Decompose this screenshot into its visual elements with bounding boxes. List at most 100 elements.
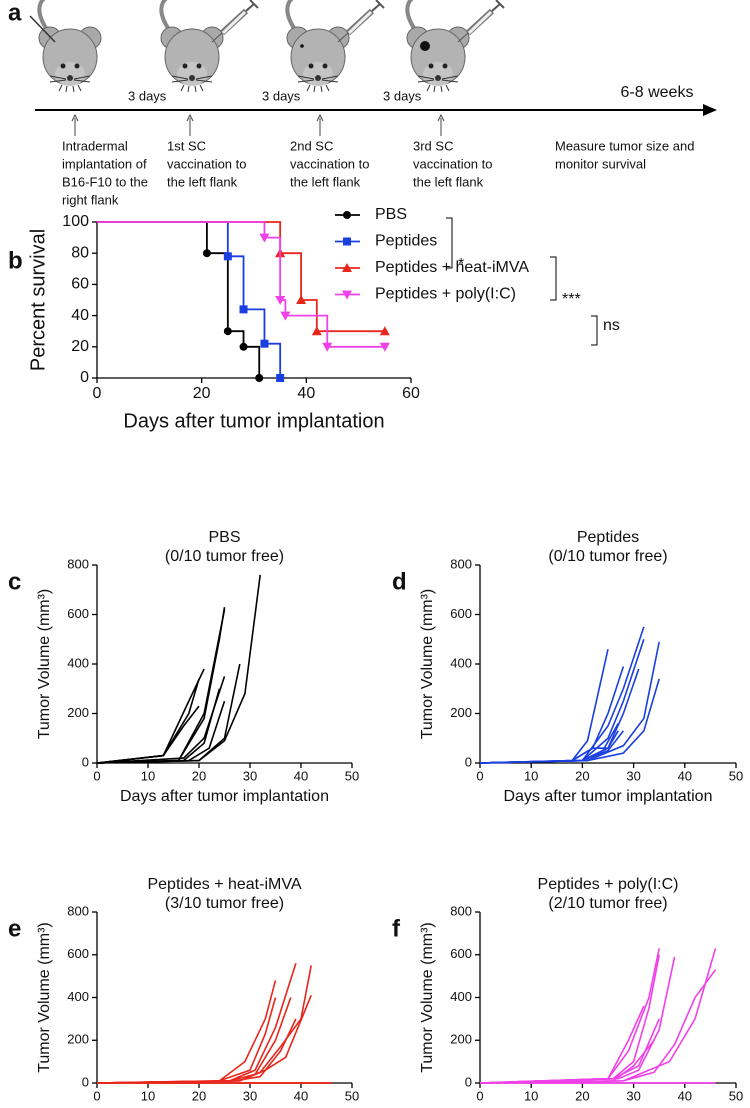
- syringe: [212, 0, 258, 42]
- bracket: [591, 315, 598, 346]
- y-axis-label: Tumor Volume (mm³): [36, 922, 53, 1073]
- legend-label: Peptides + poly(I:C): [375, 286, 516, 303]
- x-axis-label: Days after tumor implantation: [504, 788, 713, 805]
- x-axis-label: Days after tumor implantation: [123, 410, 384, 432]
- x-tick-label: 50: [345, 768, 359, 783]
- series-line: [97, 221, 261, 378]
- marker: [275, 296, 286, 305]
- x-tick-label: 10: [141, 768, 155, 783]
- x-tick-label: 40: [294, 768, 308, 783]
- step-label: the left flank: [290, 174, 361, 189]
- series-line: [96, 688, 221, 764]
- legend-marker: [342, 263, 352, 272]
- syringe: [458, 0, 504, 42]
- chart-subtitle: (2/10 tumor free): [548, 895, 667, 912]
- y-tick-label: 800: [450, 556, 472, 571]
- y-tick-label: 800: [450, 903, 472, 918]
- chart-title: Peptides: [577, 529, 639, 546]
- marker: [260, 339, 269, 348]
- marker: [296, 295, 307, 304]
- y-axis-label: Tumor Volume (mm³): [36, 589, 53, 740]
- x-tick-label: 0: [476, 1088, 483, 1103]
- bracket: [550, 256, 557, 301]
- y-tick-label: 0: [82, 1074, 89, 1089]
- x-tick-label: 40: [294, 1088, 308, 1103]
- step-label: 1st SC: [167, 138, 206, 153]
- x-tick-label: 0: [476, 768, 483, 783]
- marker: [259, 233, 270, 243]
- y-tick-label: 800: [67, 903, 89, 918]
- panel-letter: c: [8, 568, 21, 595]
- x-tick-label: 10: [141, 1088, 155, 1103]
- x-tick-label: 50: [729, 768, 743, 783]
- series-line: [479, 1039, 655, 1084]
- series-line: [96, 700, 226, 764]
- pointer-head: [71, 113, 79, 122]
- marker: [223, 252, 232, 261]
- chart-title: Peptides + heat-iMVA: [147, 876, 301, 893]
- significance: ***: [562, 291, 581, 308]
- x-tick-label: 10: [524, 768, 538, 783]
- mouse: [405, 0, 471, 94]
- x-tick-label: 20: [192, 768, 206, 783]
- legend-label: Peptides: [375, 233, 437, 250]
- y-tick-label: 60: [71, 276, 89, 293]
- series-line: [96, 705, 200, 764]
- series-line: [479, 948, 717, 1084]
- x-tick-label: 50: [729, 1088, 743, 1103]
- step-label: Measure tumor size and: [555, 138, 694, 153]
- y-tick-label: 400: [67, 989, 89, 1004]
- panel-letter: e: [8, 915, 21, 942]
- pointer-head: [186, 113, 194, 122]
- interval: 3 days: [383, 88, 422, 103]
- marker: [239, 305, 248, 314]
- tumor: [300, 44, 304, 48]
- tumor: [420, 41, 430, 51]
- marker: [223, 327, 232, 336]
- series-line: [479, 678, 660, 764]
- y-tick-label: 0: [465, 1074, 472, 1089]
- series-line: [96, 965, 312, 1084]
- arrow-head: [703, 104, 717, 116]
- step-label: monitor survival: [555, 156, 646, 171]
- step-label: the left flank: [413, 174, 484, 189]
- marker: [239, 342, 248, 351]
- series-line: [479, 956, 676, 1084]
- x-tick-label: 0: [93, 385, 102, 402]
- y-tick-label: 40: [71, 307, 89, 324]
- series-line: [96, 995, 312, 1084]
- bracket: [446, 217, 453, 269]
- step-label: B16-F10 to the: [62, 174, 148, 189]
- y-tick-label: 200: [67, 705, 89, 720]
- panel-letter: d: [392, 568, 407, 595]
- y-tick-label: 400: [67, 655, 89, 670]
- needle: [29, 15, 56, 43]
- chart-subtitle: (0/10 tumor free): [165, 548, 284, 565]
- step-label: right flank: [62, 192, 119, 207]
- legend-marker: [342, 290, 352, 300]
- y-tick-label: 200: [450, 705, 472, 720]
- significance: ns: [603, 317, 620, 334]
- y-tick-label: 0: [80, 369, 89, 386]
- x-tick-label: 30: [243, 1088, 257, 1103]
- series-line: [479, 648, 609, 764]
- y-tick-label: 600: [67, 606, 89, 621]
- x-tick-label: 0: [93, 768, 100, 783]
- y-tick-label: 400: [450, 655, 472, 670]
- series-line: [479, 638, 645, 764]
- y-tick-label: 600: [450, 606, 472, 621]
- series-line: [479, 969, 717, 1084]
- x-tick-label: 30: [243, 768, 257, 783]
- legend-marker: [343, 211, 351, 219]
- series-line: [96, 980, 277, 1084]
- interval: 3 days: [262, 88, 301, 103]
- series-line: [479, 954, 660, 1084]
- x-tick-label: 20: [575, 1088, 589, 1103]
- y-axis-label: Percent survival: [27, 229, 49, 371]
- pointer-head: [316, 113, 324, 122]
- series-line: [97, 221, 385, 333]
- marker: [311, 326, 322, 336]
- series-line: [479, 626, 645, 764]
- y-tick-label: 80: [71, 244, 89, 261]
